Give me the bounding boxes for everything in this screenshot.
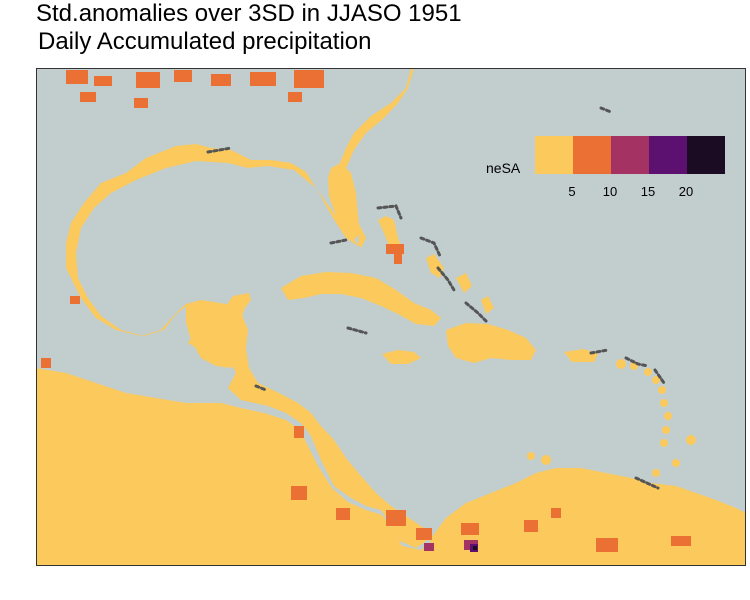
- map-subtitle: Daily Accumulated precipitation: [38, 28, 372, 55]
- bahamas-land: [378, 216, 494, 314]
- coastline-dots: [206, 106, 666, 490]
- florida-land: [328, 163, 360, 240]
- jamaica-land: [382, 350, 421, 364]
- legend-colorbar: [535, 136, 725, 174]
- south-america-land: [426, 468, 746, 566]
- central-america-land: [36, 368, 496, 566]
- legend-swatch-5: [687, 136, 725, 174]
- yucatan-land: [186, 300, 248, 368]
- legend-tick-5: 5: [568, 184, 576, 199]
- cuba-land: [281, 272, 441, 326]
- legend-swatch-3: [611, 136, 649, 174]
- legend-swatch-4: [649, 136, 687, 174]
- map-title: Std.anomalies over 3SD in JJASO 1951: [36, 0, 462, 27]
- legend-tick-10: 10: [602, 184, 618, 199]
- legend-title: neSA: [486, 160, 521, 176]
- north-america-land: [36, 68, 431, 548]
- hispaniola-land: [446, 323, 536, 363]
- legend-swatch-2: [573, 136, 611, 174]
- lesser-antilles-land: [527, 359, 696, 477]
- legend-tick-20: 20: [678, 184, 694, 199]
- map-frame: [36, 68, 746, 566]
- legend-tick-15: 15: [640, 184, 656, 199]
- legend-swatch-1: [535, 136, 573, 174]
- anomaly-patches-5-10: [41, 70, 691, 552]
- anomaly-patches-over-20: [473, 546, 477, 550]
- puerto-rico-land: [564, 349, 598, 362]
